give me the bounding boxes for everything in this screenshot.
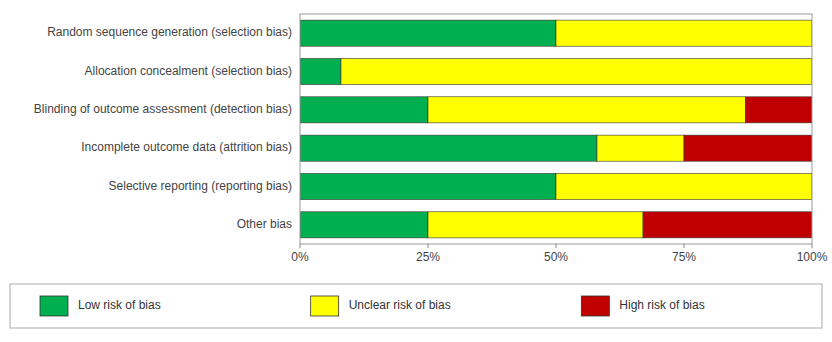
tick-mark bbox=[812, 244, 813, 248]
legend-label: Low risk of bias bbox=[78, 298, 161, 312]
tick-mark bbox=[684, 244, 685, 248]
bar-segment bbox=[556, 173, 812, 199]
bar-segment bbox=[684, 135, 812, 161]
bar-segment bbox=[300, 212, 428, 238]
category-label: Selective reporting (reporting bias) bbox=[109, 179, 292, 193]
bar-segment bbox=[556, 20, 812, 46]
tick-label: 50% bbox=[544, 250, 568, 264]
tick-label: 100% bbox=[797, 250, 828, 264]
tick-label: 25% bbox=[416, 250, 440, 264]
category-label: Allocation concealment (selection bias) bbox=[85, 64, 292, 78]
bar-segment bbox=[428, 97, 745, 123]
category-label: Blinding of outcome assessment (detectio… bbox=[34, 102, 292, 116]
bar-segment bbox=[300, 135, 597, 161]
legend-box bbox=[10, 284, 822, 328]
bar-segment bbox=[300, 20, 556, 46]
category-label: Incomplete outcome data (attrition bias) bbox=[81, 140, 292, 154]
chart-container: Random sequence generation (selection bi… bbox=[0, 0, 832, 342]
legend-swatch bbox=[40, 296, 68, 316]
bar-segment bbox=[341, 58, 812, 84]
plot-frame bbox=[300, 14, 812, 244]
legend-label: High risk of bias bbox=[619, 298, 704, 312]
bar-segment bbox=[300, 97, 428, 123]
legend-swatch bbox=[311, 296, 339, 316]
bar-segment bbox=[300, 58, 341, 84]
bar-segment bbox=[300, 173, 556, 199]
bar-segment bbox=[643, 212, 812, 238]
category-label: Other bias bbox=[237, 217, 292, 231]
category-label: Random sequence generation (selection bi… bbox=[47, 25, 292, 39]
bars bbox=[300, 20, 812, 238]
bar-segment bbox=[428, 212, 643, 238]
tick-mark bbox=[428, 244, 429, 248]
tick-mark bbox=[556, 244, 557, 248]
legend-swatch bbox=[581, 296, 609, 316]
tick-label: 75% bbox=[672, 250, 696, 264]
legend-label: Unclear risk of bias bbox=[349, 298, 451, 312]
bar-segment bbox=[597, 135, 684, 161]
chart-svg: Random sequence generation (selection bi… bbox=[0, 0, 832, 342]
tick-mark bbox=[300, 244, 301, 248]
bar-segment bbox=[745, 97, 812, 123]
tick-label: 0% bbox=[291, 250, 309, 264]
